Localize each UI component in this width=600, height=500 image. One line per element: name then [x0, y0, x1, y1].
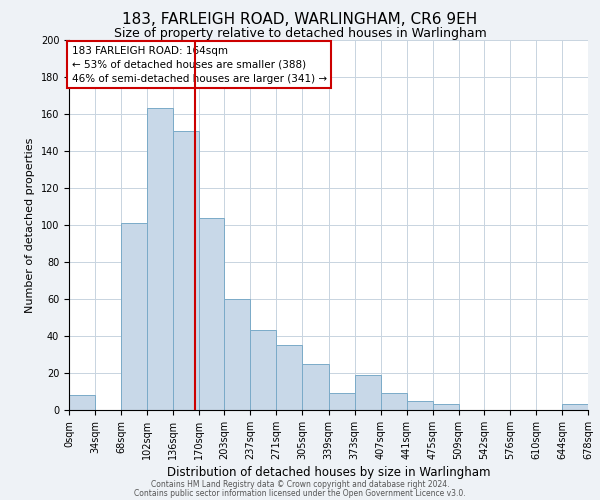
- Text: Contains HM Land Registry data © Crown copyright and database right 2024.: Contains HM Land Registry data © Crown c…: [151, 480, 449, 489]
- Bar: [224, 299, 250, 410]
- Bar: [407, 401, 433, 410]
- Text: Contains public sector information licensed under the Open Government Licence v3: Contains public sector information licen…: [134, 488, 466, 498]
- Text: 183 FARLEIGH ROAD: 164sqm
← 53% of detached houses are smaller (388)
46% of semi: 183 FARLEIGH ROAD: 164sqm ← 53% of detac…: [71, 46, 327, 84]
- Bar: [250, 330, 277, 410]
- Bar: [199, 218, 224, 410]
- Bar: [355, 375, 380, 410]
- Bar: [433, 404, 458, 410]
- Bar: [277, 345, 302, 410]
- Text: Size of property relative to detached houses in Warlingham: Size of property relative to detached ho…: [113, 28, 487, 40]
- X-axis label: Distribution of detached houses by size in Warlingham: Distribution of detached houses by size …: [167, 466, 490, 479]
- Bar: [147, 108, 173, 410]
- Bar: [302, 364, 329, 410]
- Y-axis label: Number of detached properties: Number of detached properties: [25, 138, 35, 312]
- Bar: [380, 394, 407, 410]
- Bar: [329, 394, 355, 410]
- Bar: [121, 223, 147, 410]
- Bar: [562, 404, 588, 410]
- Bar: [69, 395, 95, 410]
- Bar: [173, 130, 199, 410]
- Text: 183, FARLEIGH ROAD, WARLINGHAM, CR6 9EH: 183, FARLEIGH ROAD, WARLINGHAM, CR6 9EH: [122, 12, 478, 28]
